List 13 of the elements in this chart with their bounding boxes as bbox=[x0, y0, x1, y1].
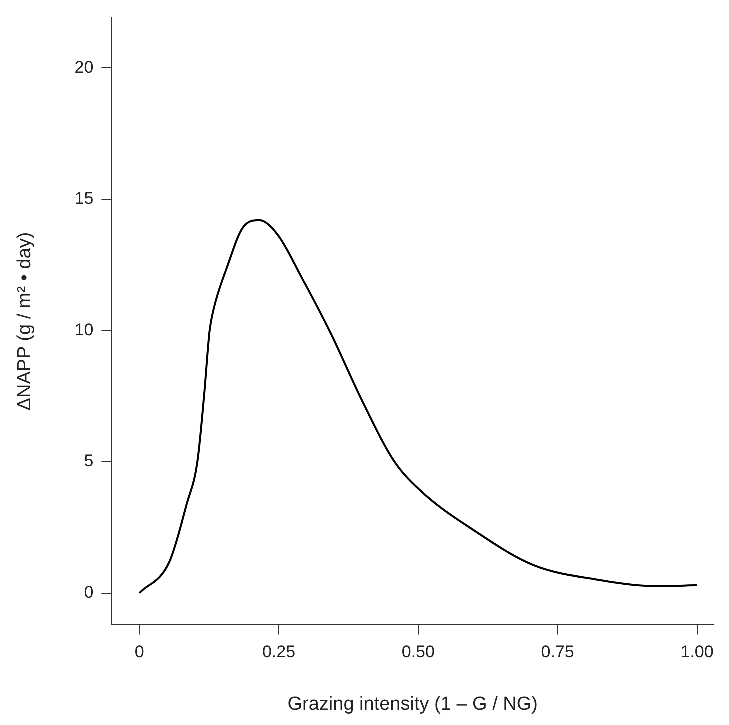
y-tick-label: 20 bbox=[74, 58, 94, 77]
line-series bbox=[138, 219, 698, 594]
y-tick-label: 15 bbox=[74, 189, 94, 208]
x-tick-label: 0.25 bbox=[262, 642, 296, 662]
y-tick-label: 5 bbox=[84, 452, 94, 471]
x-axis-title: Grazing intensity (1 – G / NG) bbox=[288, 694, 538, 715]
y-tick-label: 0 bbox=[84, 582, 94, 602]
x-tick-label: 0.75 bbox=[541, 642, 574, 662]
y-tick-label: 10 bbox=[74, 320, 94, 340]
y-axis-title: ΔNAPP (g / m² • day) bbox=[14, 232, 36, 411]
x-tick-label: 0 bbox=[134, 642, 144, 662]
x-tick-label: 0.50 bbox=[402, 642, 435, 662]
x-tick-label: 1.00 bbox=[680, 642, 714, 662]
